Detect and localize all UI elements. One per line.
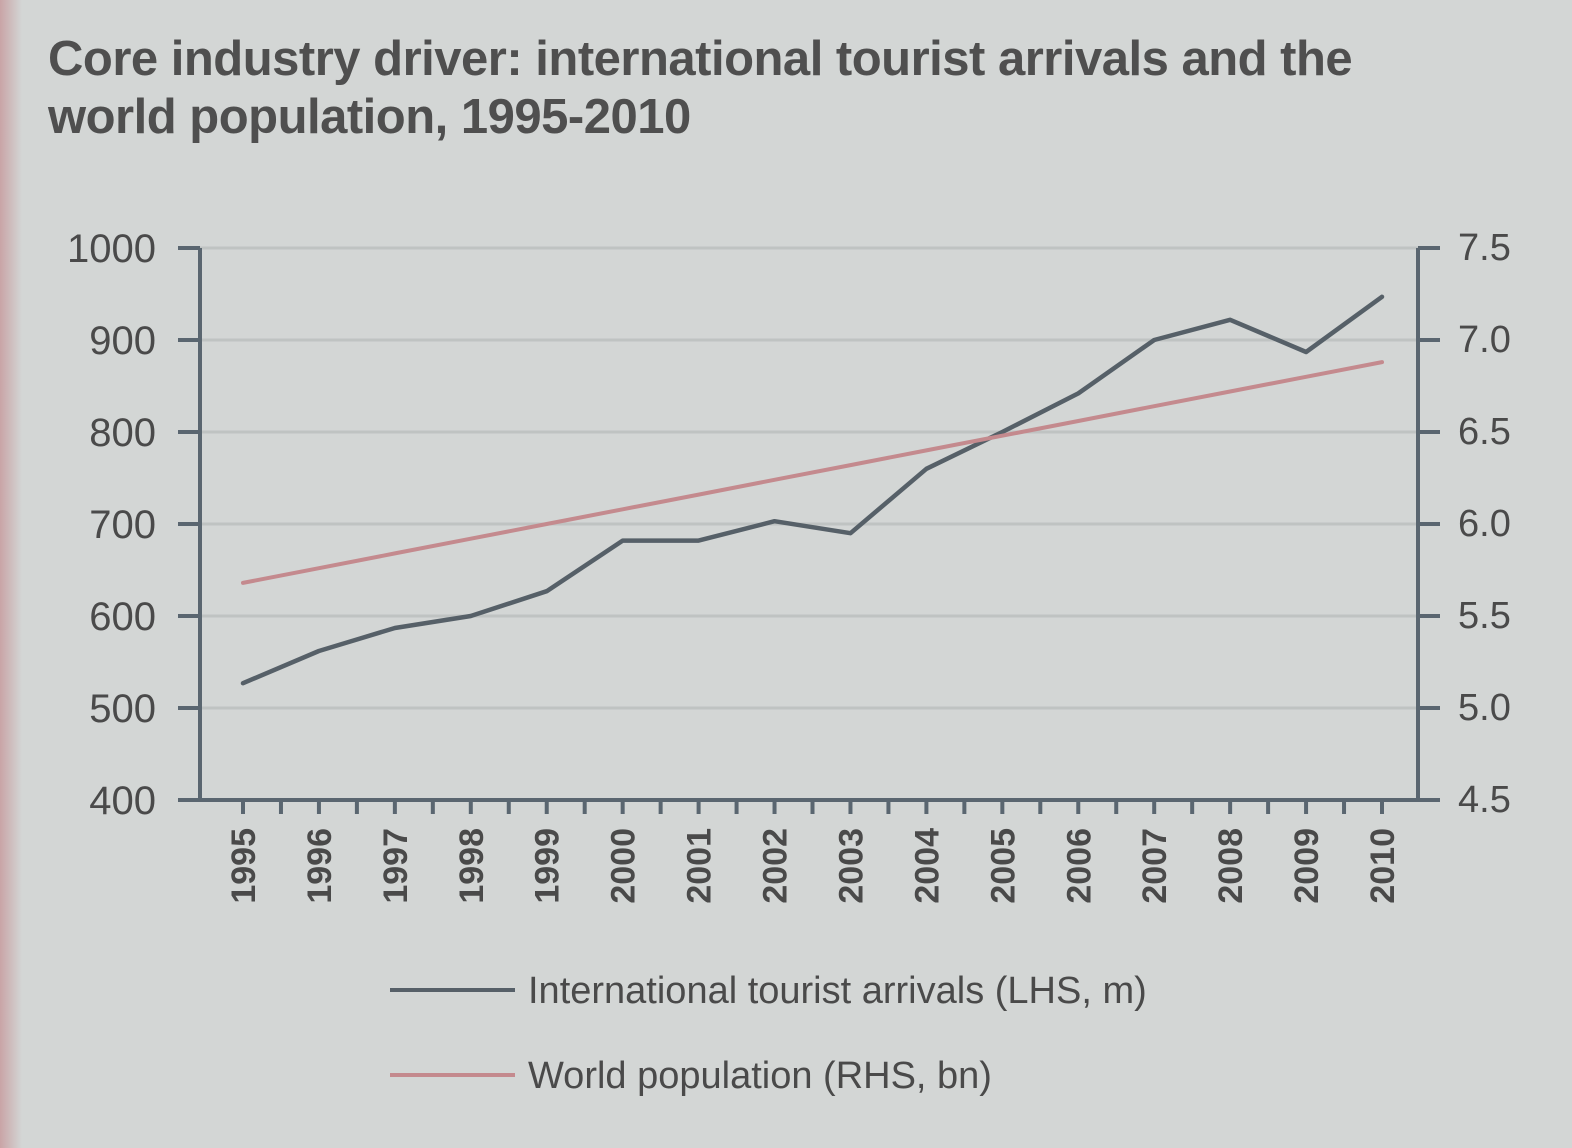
left-tick-label: 500 xyxy=(89,687,156,731)
left-tick-label: 900 xyxy=(89,319,156,363)
right-tick-label: 6.0 xyxy=(1458,503,1511,545)
chart-title: Core industry driver: international tour… xyxy=(48,32,1353,144)
x-tick-label: 1997 xyxy=(377,828,415,904)
x-tick-label: 2007 xyxy=(1136,828,1174,904)
x-tick-label: 1995 xyxy=(225,828,263,904)
x-tick-label: 2010 xyxy=(1364,828,1402,904)
page-edge xyxy=(0,0,22,1148)
x-tick-label: 1999 xyxy=(529,828,567,904)
legend: International tourist arrivals (LHS, m) W… xyxy=(390,970,1147,1097)
x-tick-label: 1998 xyxy=(453,828,491,904)
x-tick-label: 2008 xyxy=(1212,828,1250,904)
left-axis-ticks: 400 500 600 700 800 900 1000 xyxy=(67,227,200,823)
left-tick-label: 1000 xyxy=(67,227,156,271)
x-tick-label: 2000 xyxy=(605,828,643,904)
right-axis-ticks: 4.5 5.0 5.5 6.0 6.5 7.0 7.5 xyxy=(1418,227,1511,821)
x-tick-label: 2002 xyxy=(757,828,795,904)
x-tick-label: 2001 xyxy=(681,828,719,904)
left-tick-label: 800 xyxy=(89,411,156,455)
series-lines xyxy=(240,294,1385,686)
legend-label: International tourist arrivals (LHS, m) xyxy=(528,970,1147,1012)
x-tick-label: 2009 xyxy=(1288,828,1326,904)
legend-label: World population (RHS, bn) xyxy=(528,1055,992,1097)
right-tick-label: 7.5 xyxy=(1458,227,1511,269)
x-tick-label: 2005 xyxy=(984,828,1022,904)
x-tick-label: 1996 xyxy=(301,828,339,904)
x-tick-label: 2006 xyxy=(1060,828,1098,904)
left-tick-label: 600 xyxy=(89,595,156,639)
right-tick-label: 6.5 xyxy=(1458,411,1511,453)
right-tick-label: 7.0 xyxy=(1458,319,1511,361)
left-tick-label: 700 xyxy=(89,503,156,547)
world-population-line xyxy=(241,360,1384,585)
x-axis-ticks: 1995 1996 1997 1998 1999 2000 2001 2002 2003 2004… xyxy=(225,800,1402,904)
tourist-arrivals-line xyxy=(240,294,1385,686)
grid-lines xyxy=(200,246,1418,710)
right-tick-label: 5.0 xyxy=(1458,687,1511,729)
right-tick-label: 4.5 xyxy=(1458,779,1511,821)
right-tick-label: 5.5 xyxy=(1458,595,1511,637)
x-tick-label: 2003 xyxy=(832,828,870,904)
left-tick-label: 400 xyxy=(89,779,156,823)
x-tick-label: 2004 xyxy=(908,828,946,904)
